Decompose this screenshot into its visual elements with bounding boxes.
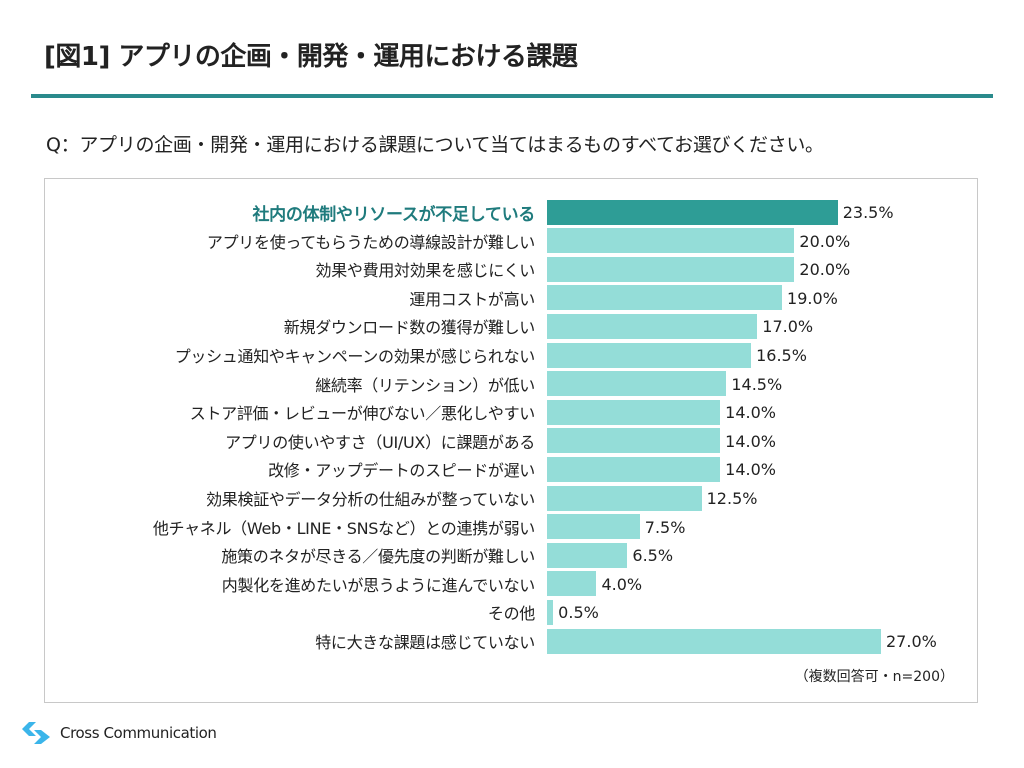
category-label: 内製化を進めたいが思うように進んでいない — [221, 575, 536, 595]
category-label: 社内の体制やリソースが不足している — [252, 205, 535, 225]
logo-icon — [22, 722, 50, 744]
chart-frame — [44, 178, 978, 703]
logo-text: Cross Communication — [60, 724, 217, 742]
page-title: [図1] アプリの企画・開発・運用における課題 — [44, 42, 578, 72]
value-label: 27.0% — [886, 632, 937, 651]
bar — [547, 256, 795, 282]
value-label: 14.5% — [731, 374, 783, 394]
value-label: 14.0% — [725, 460, 776, 480]
bar — [547, 199, 838, 225]
value-label: 16.5% — [756, 346, 807, 365]
bar — [547, 542, 628, 568]
value-label: 0.5% — [558, 603, 599, 623]
bar — [547, 371, 727, 397]
company-logo: Cross Communication — [22, 722, 217, 744]
bar — [547, 285, 783, 311]
bar — [547, 514, 640, 540]
sample-note: （複数回答可・n=200） — [794, 669, 954, 685]
title-divider — [31, 94, 993, 98]
bar — [547, 313, 758, 339]
value-label: 20.0% — [799, 231, 851, 251]
category-label: ストア評価・レビューが伸びない／悪化しやすい — [189, 404, 536, 424]
category-label: 改修・アップデートのスピードが遅い — [268, 461, 535, 481]
category-label: 他チャネル（Web・LINE・SNSなど）との連携が弱い — [152, 518, 535, 538]
category-label: 効果検証やデータ分析の仕組みが整っていない — [206, 490, 535, 509]
bar — [547, 456, 721, 482]
value-label: 12.5% — [706, 489, 758, 508]
category-label: その他 — [487, 604, 535, 624]
value-label: 19.0% — [787, 288, 838, 308]
category-label: 効果や費用対効果を感じにくい — [315, 261, 536, 281]
value-label: 23.5% — [842, 203, 894, 222]
value-label: 14.0% — [725, 403, 776, 423]
bar — [547, 228, 795, 254]
category-label: 新規ダウンロード数の獲得が難しい — [283, 318, 536, 338]
category-label: 特に大きな課題は感じていない — [315, 633, 535, 652]
bar — [547, 485, 702, 511]
bar — [547, 428, 721, 454]
bar — [547, 571, 597, 597]
value-label: 4.0% — [601, 574, 643, 594]
bar — [547, 342, 752, 368]
bar — [547, 399, 721, 425]
category-label: 継続率（リテンション）が低い — [315, 375, 535, 395]
category-label: プッシュ通知やキャンペーンの効果が感じられない — [174, 347, 536, 366]
value-label: 14.0% — [725, 431, 776, 451]
bar — [547, 599, 554, 625]
question-text: Q：アプリの企画・開発・運用における課題について当てはまるものすべてお選びくださ… — [46, 134, 824, 156]
value-label: 7.5% — [644, 517, 686, 537]
category-label: 施策のネタが尽きる／優先度の判断が難しい — [221, 547, 535, 567]
value-label: 17.0% — [762, 317, 814, 337]
category-label: アプリを使ってもらうための導線設計が難しい — [206, 232, 535, 252]
bar — [547, 628, 881, 654]
value-label: 6.5% — [632, 546, 674, 566]
category-label: アプリの使いやすさ（UI/UX）に課題がある — [225, 432, 535, 452]
category-label: 運用コストが高い — [409, 289, 535, 309]
value-label: 20.0% — [799, 260, 851, 280]
